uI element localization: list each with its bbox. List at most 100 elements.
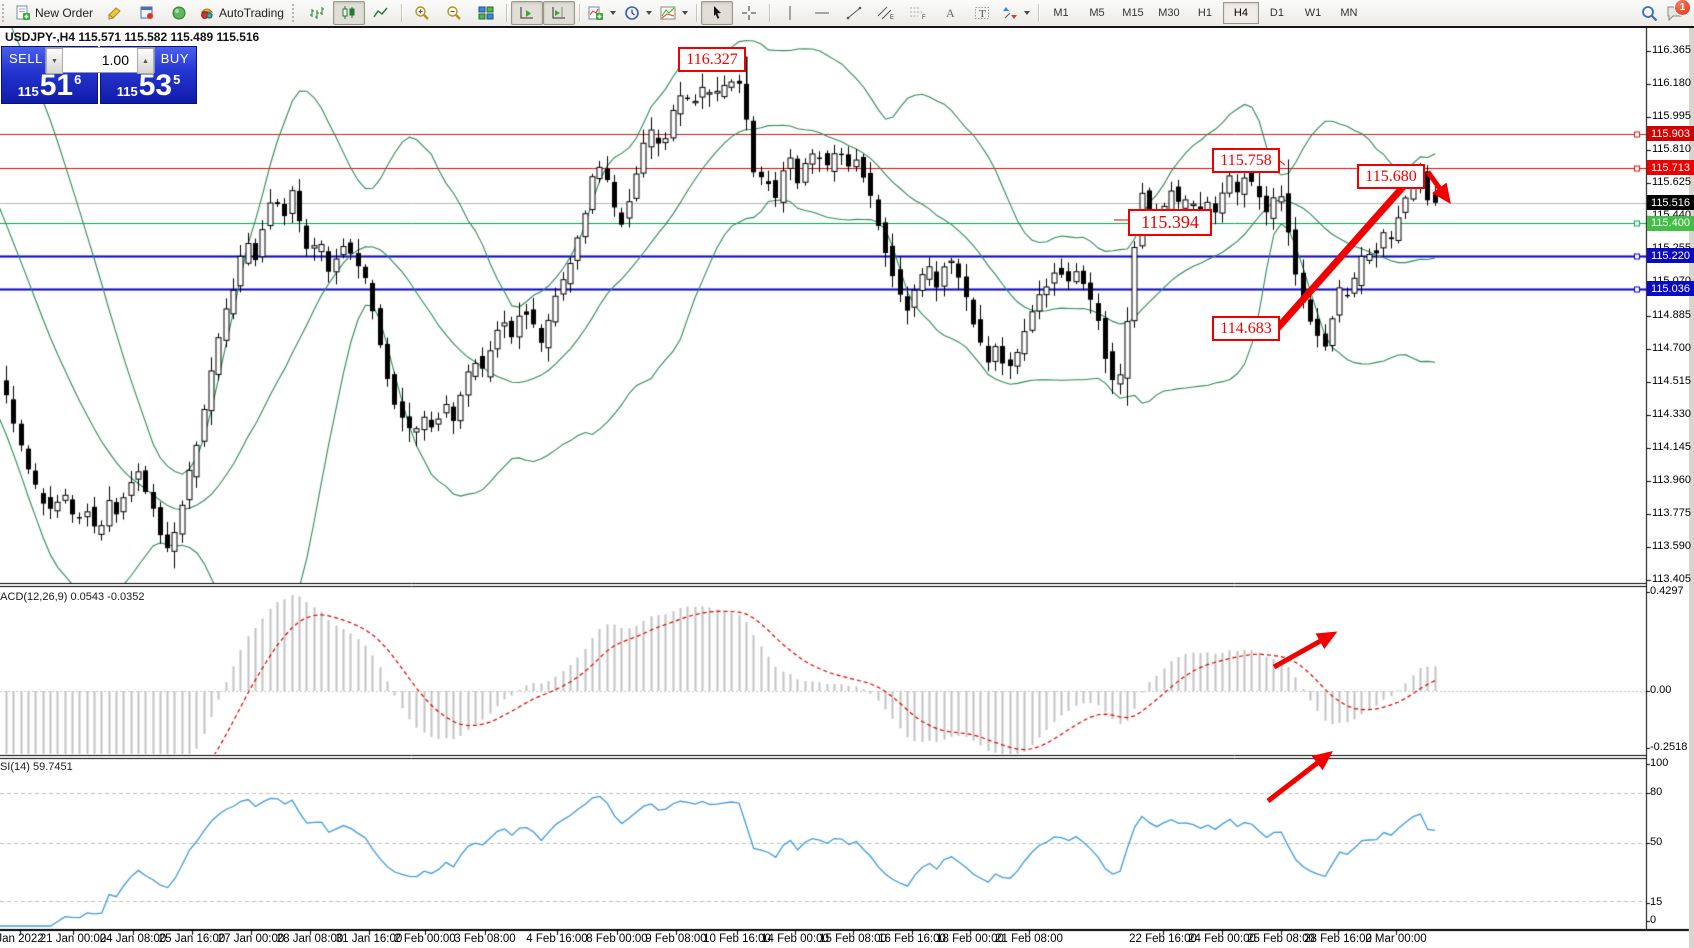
tile-windows-button[interactable]	[470, 1, 502, 25]
time-label: 15 Feb 08:00	[819, 933, 887, 945]
toolbar-separator	[1037, 4, 1039, 22]
autotrading-button[interactable]: AutoTrading	[195, 1, 290, 25]
timeframe-M30[interactable]: M30	[1158, 7, 1180, 19]
price-annotation[interactable]: 115.758	[1212, 148, 1280, 173]
equidistant-channel-button[interactable]: E	[870, 1, 902, 25]
buy-price-point: 5	[173, 72, 181, 87]
signals-button[interactable]	[163, 1, 195, 25]
trendline-button[interactable]	[838, 1, 870, 25]
autotrading-icon	[200, 8, 214, 19]
text-label-icon: T	[974, 7, 989, 20]
zoom-out-button[interactable]	[438, 1, 470, 25]
periods-caret	[645, 11, 652, 15]
price-annotation[interactable]: 116.327	[678, 47, 746, 72]
line-chart-button[interactable]	[365, 1, 397, 25]
timeframe-M5[interactable]: M5	[1089, 7, 1105, 19]
price-tick: 114.885	[1652, 308, 1691, 321]
sell-price-big-figure: 115	[17, 84, 39, 99]
price-tick: 114.515	[1652, 374, 1691, 387]
bar-chart-button[interactable]	[301, 1, 333, 25]
templates-button[interactable]	[656, 1, 692, 25]
price-badge: 115.713	[1647, 160, 1694, 176]
price-tick: 114.145	[1652, 440, 1691, 453]
price-tick: 113.775	[1652, 506, 1691, 519]
line-chart-icon	[373, 7, 388, 18]
volume-control: ▼ 1.00 ▲	[45, 47, 155, 74]
window-edge-strip	[1689, 26, 1694, 948]
one-click-trading-panel: SELL 115 51 6 BUY 115 53 5 ▼ 1.00 ▲	[1, 46, 197, 104]
timeframe-M1[interactable]: M1	[1053, 7, 1069, 19]
price-annotation[interactable]: 115.394	[1128, 209, 1212, 236]
data-window-button[interactable]	[131, 1, 163, 25]
new-order-icon	[16, 5, 30, 20]
notifications-button[interactable]: 1	[1666, 0, 1691, 22]
autotrading-label: AutoTrading	[219, 6, 284, 20]
timeframe-H1[interactable]: H1	[1197, 7, 1212, 19]
price-annotation[interactable]: 114.683	[1212, 316, 1280, 341]
sell-label: SELL	[9, 51, 43, 66]
timeframe-D1[interactable]: D1	[1269, 7, 1284, 19]
timeframe-H4[interactable]: H4	[1222, 2, 1259, 24]
time-label: Jan 2022	[0, 933, 44, 945]
time-label: 2 Feb 00:00	[394, 933, 456, 945]
buy-label: BUY	[160, 51, 189, 66]
time-label: 14 Feb 00:00	[761, 933, 829, 945]
time-label: 3 Feb 08:00	[454, 933, 516, 945]
new-order-button[interactable]: New Order	[11, 1, 99, 25]
horizontal-line-button[interactable]	[806, 1, 838, 25]
rsi-axis-tick: 100	[1650, 757, 1669, 769]
time-label: 28 Jan 08:00	[276, 933, 344, 945]
volume-increase-button[interactable]: ▲	[137, 48, 154, 74]
timeframe-W1[interactable]: W1	[1304, 7, 1322, 19]
zoom-in-button[interactable]	[406, 1, 438, 25]
volume-decrease-button[interactable]: ▼	[46, 48, 63, 74]
vertical-line-button[interactable]	[774, 1, 806, 25]
equidistant-channel-icon: E	[877, 6, 894, 21]
sell-button[interactable]: SELL 115 51 6	[1, 46, 98, 104]
templates-caret	[681, 11, 688, 15]
price-annotation[interactable]: 115.680	[1357, 164, 1425, 189]
fibonacci-button[interactable]: F	[902, 1, 934, 25]
indicators-button[interactable]	[584, 1, 620, 25]
auto-scroll-button[interactable]	[510, 1, 543, 25]
macd-axis-tick: 0.00	[1650, 684, 1672, 696]
market-watch-button[interactable]	[99, 1, 131, 25]
toolbar-grip	[291, 4, 299, 22]
price-tick: 116.180	[1652, 77, 1691, 90]
vertical-line-icon	[789, 6, 791, 20]
buy-price-big-figure: 115	[116, 84, 138, 99]
time-label: 4 Feb 16:00	[526, 933, 588, 945]
arrows-button[interactable]	[998, 1, 1034, 25]
timeframe-M15[interactable]: M15	[1122, 7, 1144, 19]
cursor-button[interactable]	[700, 1, 733, 25]
signals-icon	[172, 6, 186, 20]
toolbar: New Order AutoTrading	[0, 0, 1694, 28]
price-badge: 115.903	[1647, 126, 1694, 142]
crosshair-icon	[741, 6, 756, 20]
time-label: 22 Feb 16:00	[1129, 933, 1197, 945]
price-badge: 115.516	[1647, 195, 1694, 211]
crosshair-button[interactable]	[733, 1, 765, 25]
toolbar-separator	[695, 4, 697, 22]
price-badge: 115.036	[1647, 281, 1694, 297]
text-label-button[interactable]: T	[966, 1, 998, 25]
fibonacci-icon: F	[909, 7, 926, 21]
candlestick-chart-button[interactable]	[332, 1, 365, 25]
sell-price: 115 51 6	[2, 71, 97, 101]
new-order-label: New Order	[35, 6, 94, 20]
horizontal-line-icon	[814, 12, 829, 14]
search-icon[interactable]	[1641, 5, 1658, 22]
volume-input[interactable]: 1.00	[101, 52, 129, 68]
toolbar-separator	[505, 4, 507, 22]
toolbar-separator	[768, 4, 770, 22]
chart-shift-button[interactable]	[542, 1, 575, 25]
time-label: 28 Feb 16:00	[1304, 933, 1372, 945]
indicators-icon	[588, 6, 603, 20]
text-icon: A	[946, 6, 955, 20]
timeframe-MN[interactable]: MN	[1340, 7, 1358, 19]
text-button[interactable]: A	[934, 1, 966, 25]
price-tick: 115.995	[1652, 110, 1691, 123]
toolbar-grip	[2, 4, 9, 22]
periods-button[interactable]	[620, 1, 656, 25]
